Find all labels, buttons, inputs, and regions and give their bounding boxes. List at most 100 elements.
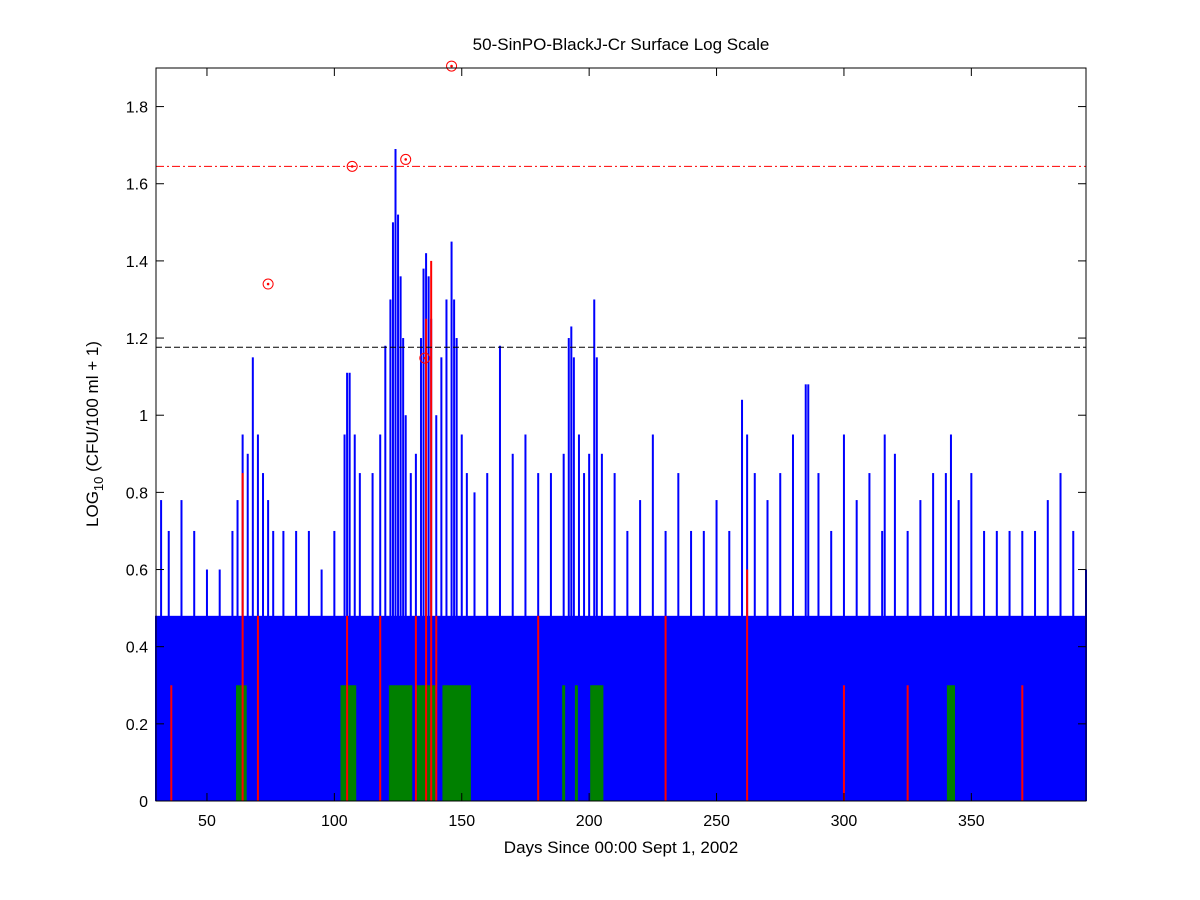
bar-s0-101 (983, 530, 986, 801)
bar-s1-19 (416, 685, 420, 801)
bar-s0-108 (1072, 530, 1075, 801)
bar-s1-18 (409, 685, 413, 801)
bar-s1-37 (562, 685, 566, 801)
bar-s0-48 (455, 338, 458, 801)
bar-s0-3 (180, 500, 183, 801)
bar-s0-78 (741, 399, 744, 801)
bar-s0-98 (949, 434, 952, 801)
marker-dot-0 (266, 282, 270, 286)
bar-s0-67 (600, 453, 603, 801)
bar-s0-7 (231, 530, 234, 801)
bar-s0-43 (435, 415, 438, 801)
bar-s1-12 (394, 685, 398, 801)
bar-s1-3 (243, 685, 247, 801)
circled-markers (262, 60, 458, 364)
bar-s0-41 (427, 276, 430, 802)
y-tick-label-9: 1.8 (126, 100, 148, 117)
bar-s2-4 (379, 615, 382, 801)
bar-s0-36 (409, 473, 412, 801)
bar-s2-9 (537, 615, 540, 801)
bar-s1-28 (447, 685, 451, 801)
bar-s0-51 (473, 492, 476, 801)
bar-s0-14 (267, 500, 270, 801)
bar-s1-44 (946, 685, 950, 801)
bar-s0-29 (389, 299, 392, 801)
bar-s0-60 (570, 326, 573, 801)
bar-s0-23 (348, 372, 351, 801)
bar-s1-10 (388, 685, 392, 801)
bar-s0-91 (881, 530, 884, 801)
y-tick-label-0: 0 (139, 794, 148, 811)
bar-s1-39 (590, 685, 594, 801)
bar-s2-11 (746, 569, 749, 801)
bar-s0-82 (779, 473, 782, 801)
y-axis-label-rest: (CFU/100 ml + 1) (83, 341, 102, 477)
bar-s0-75 (702, 530, 705, 801)
x-tick-label-3: 200 (576, 813, 603, 830)
bar-s0-31 (394, 149, 397, 801)
x-axis-ticks: 50 100 150 200 250 300 350 (198, 68, 985, 830)
bar-s0-50 (465, 473, 468, 801)
bar-s0-70 (639, 500, 642, 801)
bar-s1-1 (238, 685, 242, 801)
bars-group (155, 149, 1087, 802)
marker-circle-3 (419, 352, 431, 364)
bar-s1-21 (422, 685, 426, 801)
x-tick-label-5: 300 (831, 813, 858, 830)
bar-s0-104 (1021, 530, 1024, 801)
bar-s0-81 (766, 500, 769, 801)
bar-s0-32 (397, 214, 400, 802)
bar-s0-76 (715, 500, 718, 801)
bar-s0-24 (353, 434, 356, 801)
bar-s0-2 (167, 530, 170, 801)
bar-s0-11 (251, 357, 254, 801)
marker-circle-2 (400, 153, 412, 165)
bar-s0-34 (402, 338, 405, 801)
bar-s1-34 (462, 685, 466, 801)
bar-s0-80 (753, 473, 756, 801)
y-tick-label-3: 0.6 (126, 563, 148, 580)
bar-s0-1 (160, 500, 163, 801)
bar-s0-47 (453, 299, 456, 801)
bar-s1-15 (401, 685, 405, 801)
bar-s0-92 (883, 434, 886, 801)
bar-s1-32 (457, 685, 461, 801)
y-axis-label-subscript: 10 (91, 477, 106, 491)
bar-s1-20 (419, 685, 423, 801)
bar-s0-58 (562, 453, 565, 801)
chart-title: 50-SinPO-BlackJ-Cr Surface Log Scale (473, 35, 770, 54)
y-tick-label-4: 0.8 (126, 485, 148, 502)
y-tick-label-5: 1 (139, 408, 148, 425)
bar-s0-19 (320, 569, 323, 801)
y-tick-label-7: 1.4 (126, 254, 148, 271)
bar-s0-73 (677, 473, 680, 801)
y-axis-label: LOG10 (CFU/100 ml + 1) (83, 341, 106, 527)
bar-s0-93 (893, 453, 896, 801)
x-axis-label: Days Since 00:00 Sept 1, 2002 (504, 838, 738, 857)
bar-s2-13 (906, 685, 909, 801)
bar-s0-20 (333, 530, 336, 801)
bar-s0-86 (817, 473, 820, 801)
marker-dot-1 (350, 165, 354, 168)
bar-s0-107 (1059, 473, 1062, 801)
y-axis-label-main: LOG (83, 491, 102, 527)
bar-s1-0 (236, 685, 240, 801)
bar-s1-35 (465, 685, 469, 801)
bar-s2-1 (241, 473, 244, 801)
bar-s0-74 (690, 530, 693, 801)
bar-s0-62 (577, 434, 580, 801)
bar-s0-103 (1008, 530, 1011, 801)
bar-s2-6 (425, 318, 428, 801)
bar-s1-33 (460, 685, 464, 801)
bar-s2-12 (842, 685, 845, 801)
x-tick-label-6: 350 (958, 813, 985, 830)
bar-s2-3 (346, 615, 349, 801)
bar-s1-25 (432, 685, 436, 801)
x-tick-label-1: 100 (321, 813, 348, 830)
marker-dot-2 (404, 158, 407, 161)
axes-frame (155, 67, 1087, 802)
bar-s1-30 (452, 685, 456, 801)
bar-s0-87 (830, 530, 833, 801)
bar-s1-41 (595, 685, 599, 801)
